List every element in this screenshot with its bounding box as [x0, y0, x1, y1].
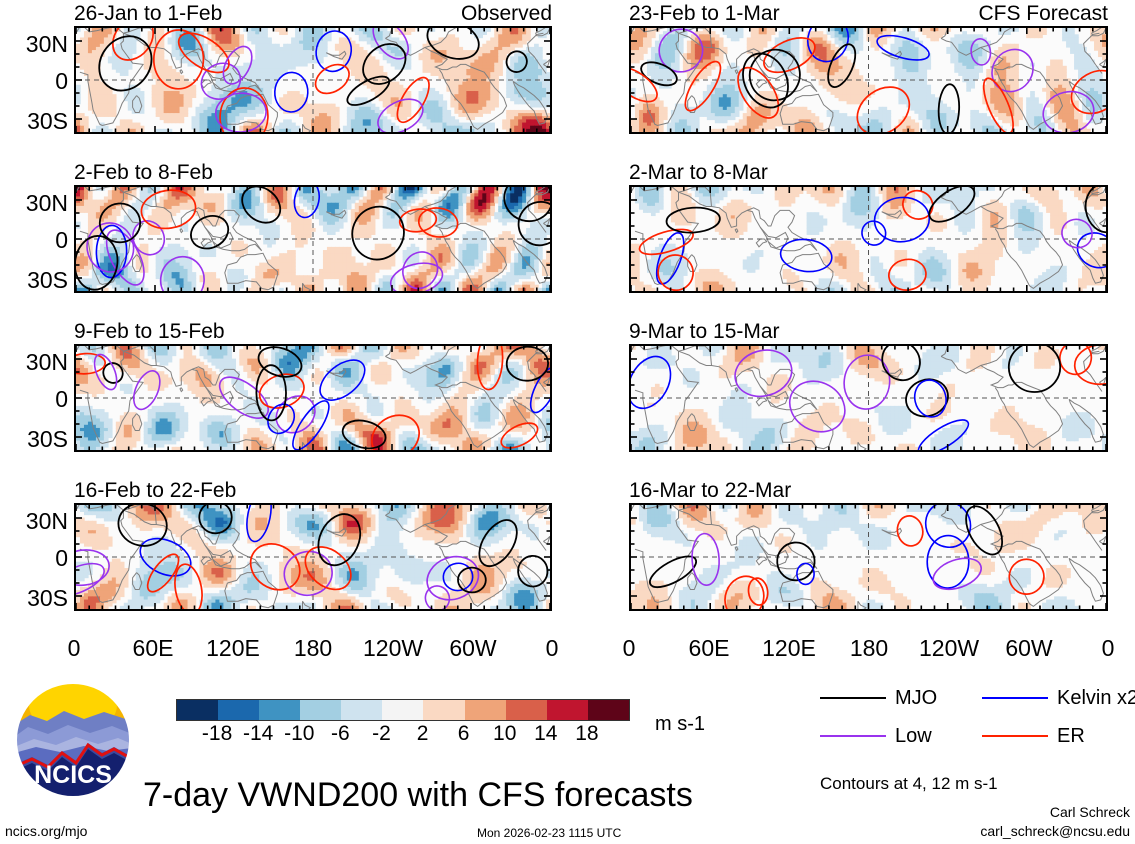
xtick-left-180: 180 [293, 635, 333, 661]
panel-title-r1c2: 23-Feb to 1-Mar [629, 2, 780, 25]
colorbar-segment-2 [259, 700, 301, 720]
legend-swatch-kelvin [982, 697, 1048, 699]
colorbar[interactable] [176, 699, 630, 721]
panel-title-r2c2: 2-Mar to 8-Mar [629, 161, 768, 184]
ytick-0-r4: 0 [55, 545, 68, 571]
ytick-0-r1: 0 [55, 68, 68, 94]
panel-title-r2c1: 2-Feb to 8-Feb [74, 161, 213, 184]
colorbar-segment-9 [546, 700, 588, 720]
colorbar-tick-6: 6 [457, 722, 470, 745]
colorbar-tick-18: 18 [575, 722, 599, 745]
map-panel-r2c2[interactable] [629, 185, 1108, 293]
xtick-right-0: 0 [622, 635, 636, 661]
legend-label-mjo: MJO [895, 687, 938, 709]
xtick-right-180: 180 [849, 635, 889, 661]
colorbar-segment-7 [464, 700, 506, 720]
xtick-left-120w: 120W [363, 635, 424, 661]
page-title: 7-day VWND200 with CFS forecasts [143, 776, 693, 814]
map-panel-r1c2[interactable] [629, 26, 1108, 134]
xtick-left-60w: 60W [449, 635, 497, 661]
map-panel-r3c1[interactable] [74, 344, 552, 452]
colorbar-tick--10: -10 [284, 722, 315, 745]
ncics-logo-text: NCICS [34, 761, 112, 789]
colorbar-segment-3 [300, 700, 342, 720]
legend-entry-kelvin[interactable]: Kelvin x2 [982, 688, 1135, 708]
legend-entry-mjo[interactable]: MJO [820, 688, 937, 708]
xtick-left-120e: 120E [206, 635, 260, 661]
panel-title-r3c2: 9-Mar to 15-Mar [629, 320, 780, 343]
ytick-30n-r3: 30N [25, 349, 68, 375]
legend-swatch-mjo [820, 697, 886, 699]
xtick-left-360: 0 [545, 635, 559, 661]
column-header-forecast: CFS Forecast [978, 2, 1108, 25]
panel-title-r1c1: 26-Jan to 1-Feb [74, 2, 223, 25]
ytick-0-r3: 0 [55, 386, 68, 412]
footer-timestamp: Mon 2026-02-23 1115 UTC [477, 826, 622, 840]
ytick-30n-r4: 30N [25, 508, 68, 534]
colorbar-tick--6: -6 [331, 722, 350, 745]
colorbar-tick--2: -2 [372, 722, 391, 745]
map-panel-r3c2[interactable] [629, 344, 1108, 452]
ncics-logo-graphic: NCICS [15, 682, 131, 798]
legend-label-low: Low [895, 725, 932, 747]
footer-author: Carl Schreck [1049, 804, 1130, 820]
colorbar-tick--18: -18 [201, 722, 233, 745]
colorbar-unit-label: m s-1 [655, 713, 705, 735]
footer-email[interactable]: carl_schreck@ncsu.edu [980, 823, 1130, 839]
ytick-30s-r2: 30S [27, 267, 68, 293]
map-panel-r2c1[interactable] [74, 185, 552, 293]
colorbar-segment-8 [505, 700, 547, 720]
colorbar-segment-6 [423, 700, 465, 720]
xtick-right-60e: 60E [688, 635, 730, 661]
colorbar-segment-4 [341, 700, 383, 720]
xtick-right-60w: 60W [1005, 635, 1053, 661]
legend-label-kelvin: Kelvin x2 [1057, 687, 1135, 709]
colorbar-tick--14: -14 [242, 722, 274, 745]
colorbar-tick-10: 10 [493, 722, 517, 745]
column-header-observed: Observed [460, 2, 552, 25]
ncics-logo: NCICS [14, 681, 132, 799]
colorbar-tick-2: 2 [416, 722, 429, 745]
panel-title-r4c2: 16-Mar to 22-Mar [629, 479, 792, 502]
colorbar-segment-10 [587, 700, 629, 720]
colorbar-segment-1 [218, 700, 260, 720]
ytick-30n-r1: 30N [25, 31, 68, 57]
map-panel-r4c1[interactable] [74, 503, 552, 611]
colorbar-tick-14: 14 [534, 722, 558, 745]
panel-title-r3c1: 9-Feb to 15-Feb [74, 320, 225, 343]
legend-swatch-low [820, 735, 886, 737]
ytick-0-r2: 0 [55, 227, 68, 253]
ytick-30s-r4: 30S [27, 585, 68, 611]
xtick-right-120e: 120E [762, 635, 816, 661]
legend-label-er: ER [1057, 725, 1085, 747]
colorbar-segment-0 [177, 700, 219, 720]
legend-swatch-er [982, 735, 1048, 737]
xtick-left-0: 0 [67, 635, 81, 661]
panel-title-r4c1: 16-Feb to 22-Feb [74, 479, 237, 502]
legend-entry-low[interactable]: Low [820, 726, 932, 746]
ytick-30s-r1: 30S [27, 108, 68, 134]
map-panel-r1c1[interactable] [74, 26, 552, 134]
contour-note: Contours at 4, 12 m s-1 [820, 774, 998, 793]
xtick-right-120w: 120W [919, 635, 980, 661]
colorbar-segment-5 [382, 700, 424, 720]
xtick-left-60e: 60E [132, 635, 174, 661]
footer-site-link[interactable]: ncics.org/mjo [5, 823, 88, 839]
xtick-right-360: 0 [1101, 635, 1115, 661]
map-panel-r4c2[interactable] [629, 503, 1108, 611]
ytick-30s-r3: 30S [27, 426, 68, 452]
ytick-30n-r2: 30N [25, 190, 68, 216]
legend-entry-er[interactable]: ER [982, 726, 1085, 746]
